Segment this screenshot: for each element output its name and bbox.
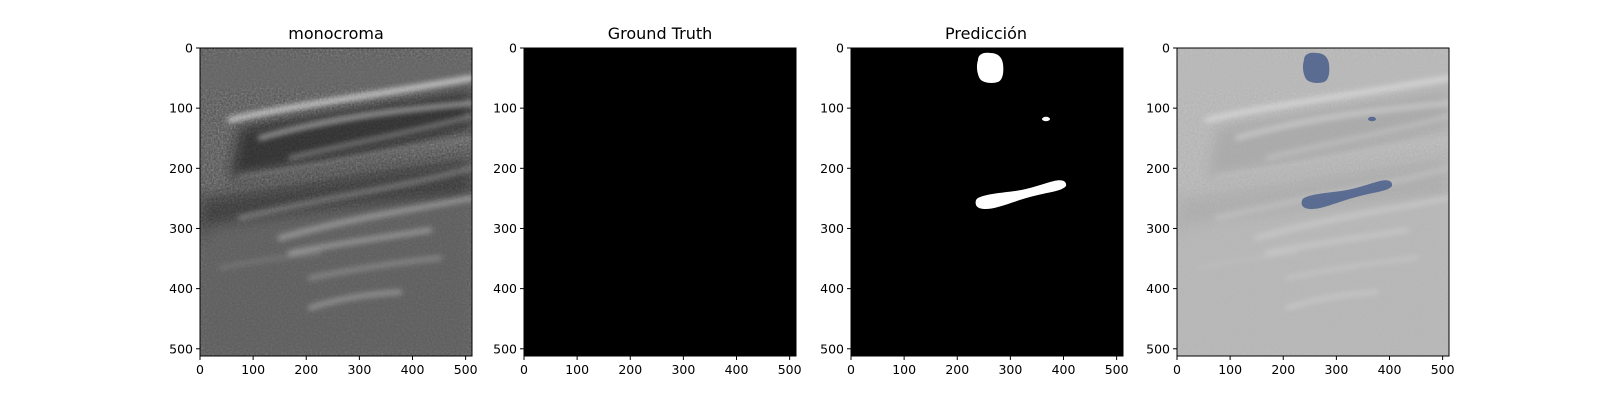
x-tick-label: 500 [778,362,802,377]
y-tick-label: 500 [820,341,844,356]
x-tick-label: 500 [1431,362,1455,377]
x-axis-ticks: 0 100 200 300 400 500 [847,356,1129,377]
overlay-blob-elongated [1301,180,1393,210]
panel-prediccion: Predicción 0 100 200 300 400 500 0 100 200 300 40… [820,24,1128,377]
x-tick-label: 300 [1324,362,1348,377]
ultrasound-image [200,48,472,356]
y-tick-label: 300 [169,221,193,236]
x-tick-label: 100 [565,362,589,377]
x-tick-label: 0 [196,362,204,377]
panel-ground-truth: Ground Truth 0 100 200 300 400 500 0 100 200 300… [493,24,801,377]
y-tick-label: 500 [493,341,517,356]
x-tick-label: 400 [1378,362,1402,377]
x-tick-label: 500 [1105,362,1129,377]
x-tick-label: 0 [847,362,855,377]
y-tick-label: 100 [1146,101,1170,116]
panel-monocroma: monocroma 0 100 200 300 400 500 0 100 200 300 400… [169,24,477,377]
x-tick-label: 300 [671,362,695,377]
y-tick-label: 200 [820,161,844,176]
panel-title: Ground Truth [608,24,713,43]
axes-frame [523,47,797,357]
predicted-blob-elongated [975,180,1067,210]
y-tick-label: 100 [820,101,844,116]
y-tick-label: 400 [1146,281,1170,296]
y-tick-label: 200 [1146,161,1170,176]
x-tick-label: 200 [294,362,318,377]
x-tick-label: 100 [241,362,265,377]
y-tick-label: 500 [1146,341,1170,356]
y-tick-label: 500 [169,341,193,356]
x-axis-ticks: 0 100 200 300 400 500 [196,356,478,377]
x-tick-label: 0 [520,362,528,377]
panel-overlay: 0 100 200 300 400 500 0 100 200 300 400 500 [1146,41,1454,378]
y-tick-label: 100 [493,101,517,116]
predicted-blob-top [976,52,1004,83]
ground-truth-mask [524,48,796,356]
y-tick-label: 400 [820,281,844,296]
x-tick-label: 300 [998,362,1022,377]
y-tick-label: 100 [169,101,193,116]
x-tick-label: 400 [725,362,749,377]
y-tick-label: 400 [493,281,517,296]
panel-title: monocroma [288,24,384,43]
x-tick-label: 400 [401,362,425,377]
axes-frame [199,47,473,357]
x-tick-label: 200 [618,362,642,377]
y-tick-label: 0 [185,41,193,56]
y-tick-label: 200 [493,161,517,176]
x-tick-label: 200 [1271,362,1295,377]
x-tick-label: 200 [945,362,969,377]
x-tick-label: 100 [1218,362,1242,377]
x-tick-label: 300 [347,362,371,377]
overlay-regions [1301,52,1393,210]
y-tick-label: 300 [1146,221,1170,236]
x-tick-label: 500 [454,362,478,377]
panel-title: Predicción [945,24,1027,43]
y-tick-label: 0 [509,41,517,56]
overlay-blob-top [1302,52,1330,83]
overlay-blob-small [1368,116,1376,122]
y-tick-label: 300 [493,221,517,236]
x-tick-label: 0 [1173,362,1181,377]
y-tick-label: 0 [836,41,844,56]
y-axis-ticks: 0 100 200 300 400 500 [1146,41,1177,356]
axes-frame [850,47,1124,357]
x-axis-ticks: 0 100 200 300 400 500 [520,356,802,377]
predicted-regions [975,52,1067,210]
x-tick-label: 100 [892,362,916,377]
y-axis-ticks: 0 100 200 300 400 500 [169,41,200,356]
overlay-image [1177,48,1449,356]
y-tick-label: 200 [169,161,193,176]
axes-frame [1176,47,1450,357]
x-tick-label: 400 [1052,362,1076,377]
predicted-blob-small [1042,116,1050,122]
y-tick-label: 400 [169,281,193,296]
x-axis-ticks: 0 100 200 300 400 500 [1173,356,1455,377]
y-axis-ticks: 0 100 200 300 400 500 [493,41,524,356]
y-axis-ticks: 0 100 200 300 400 500 [820,41,851,356]
y-tick-label: 300 [820,221,844,236]
y-tick-label: 0 [1162,41,1170,56]
